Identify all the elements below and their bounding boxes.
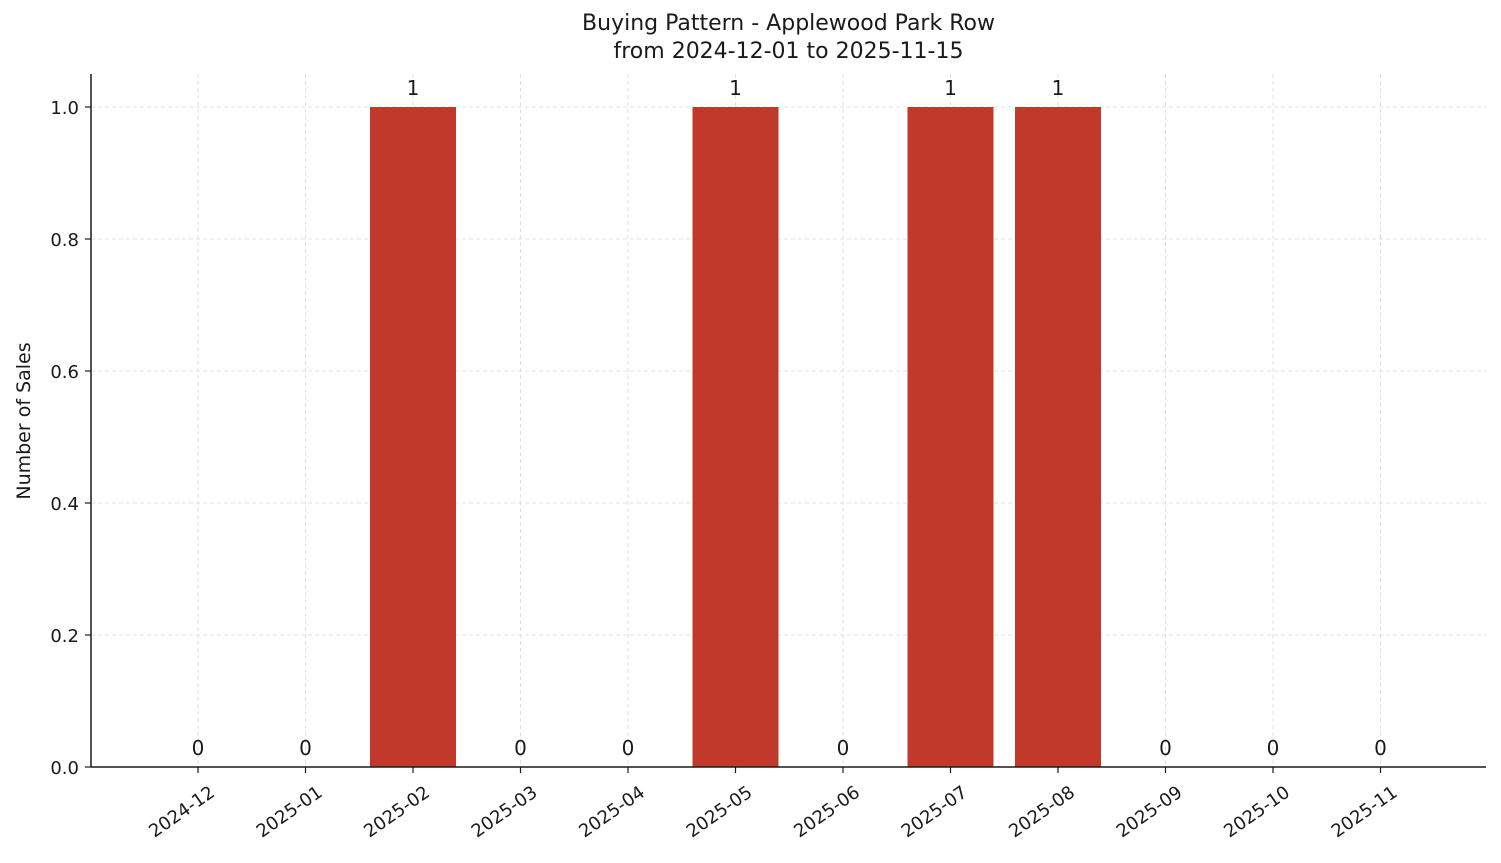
- x-tick-label: 2025-10: [1220, 782, 1294, 842]
- x-tick-label: 2025-05: [683, 782, 757, 842]
- bar-layer: [370, 107, 1101, 767]
- x-tick-label: 2025-03: [468, 782, 542, 842]
- bar-value-label: 1: [729, 76, 742, 100]
- bar-value-label: 0: [192, 736, 205, 760]
- bar-value-label: 1: [1052, 76, 1065, 100]
- bar-value-label: 0: [514, 736, 527, 760]
- bar-value-label: 0: [837, 736, 850, 760]
- bar-value-label: 1: [944, 76, 957, 100]
- y-tick-label: 0.0: [50, 758, 79, 779]
- y-tick-label: 0.8: [50, 230, 79, 251]
- bar: [370, 107, 456, 767]
- bar-value-label: 0: [622, 736, 635, 760]
- x-tick-label: 2025-01: [253, 782, 327, 842]
- y-tick-label: 1.0: [50, 98, 79, 119]
- bar: [692, 107, 779, 767]
- bar-value-label: 0: [1374, 736, 1387, 760]
- bar: [1015, 107, 1101, 767]
- x-tick-label: 2025-07: [898, 782, 972, 842]
- chart-title-block: Buying Pattern - Applewood Park Row from…: [0, 10, 1501, 66]
- bar-value-label: 0: [1267, 736, 1280, 760]
- y-tick-label: 0.6: [50, 362, 79, 383]
- x-tick-label: 2025-06: [790, 782, 864, 842]
- x-tick-label: 2024-12: [145, 782, 219, 842]
- chart-title: Buying Pattern - Applewood Park Row: [582, 11, 995, 36]
- label-layer: 0 0 1 0 0 1 0 1 1 0 0 0: [192, 76, 1387, 760]
- x-tick-label: 2025-04: [575, 782, 649, 842]
- bar: [907, 107, 994, 767]
- x-tick-label: 2025-08: [1005, 782, 1079, 842]
- bar-value-label: 1: [407, 76, 420, 100]
- grid-layer: [91, 74, 1486, 768]
- y-tick-label: 0.2: [50, 626, 79, 647]
- x-tick-label: 2025-02: [360, 782, 434, 842]
- x-tick-label: 2025-11: [1328, 782, 1402, 842]
- bar-value-label: 0: [299, 736, 312, 760]
- y-axis-title: Number of Sales: [13, 342, 35, 499]
- y-tick-label: 0.4: [50, 494, 79, 515]
- x-tick-label: 2025-09: [1113, 782, 1187, 842]
- bar-value-label: 0: [1159, 736, 1172, 760]
- chart-subtitle: from 2024-12-01 to 2025-11-15: [613, 39, 964, 64]
